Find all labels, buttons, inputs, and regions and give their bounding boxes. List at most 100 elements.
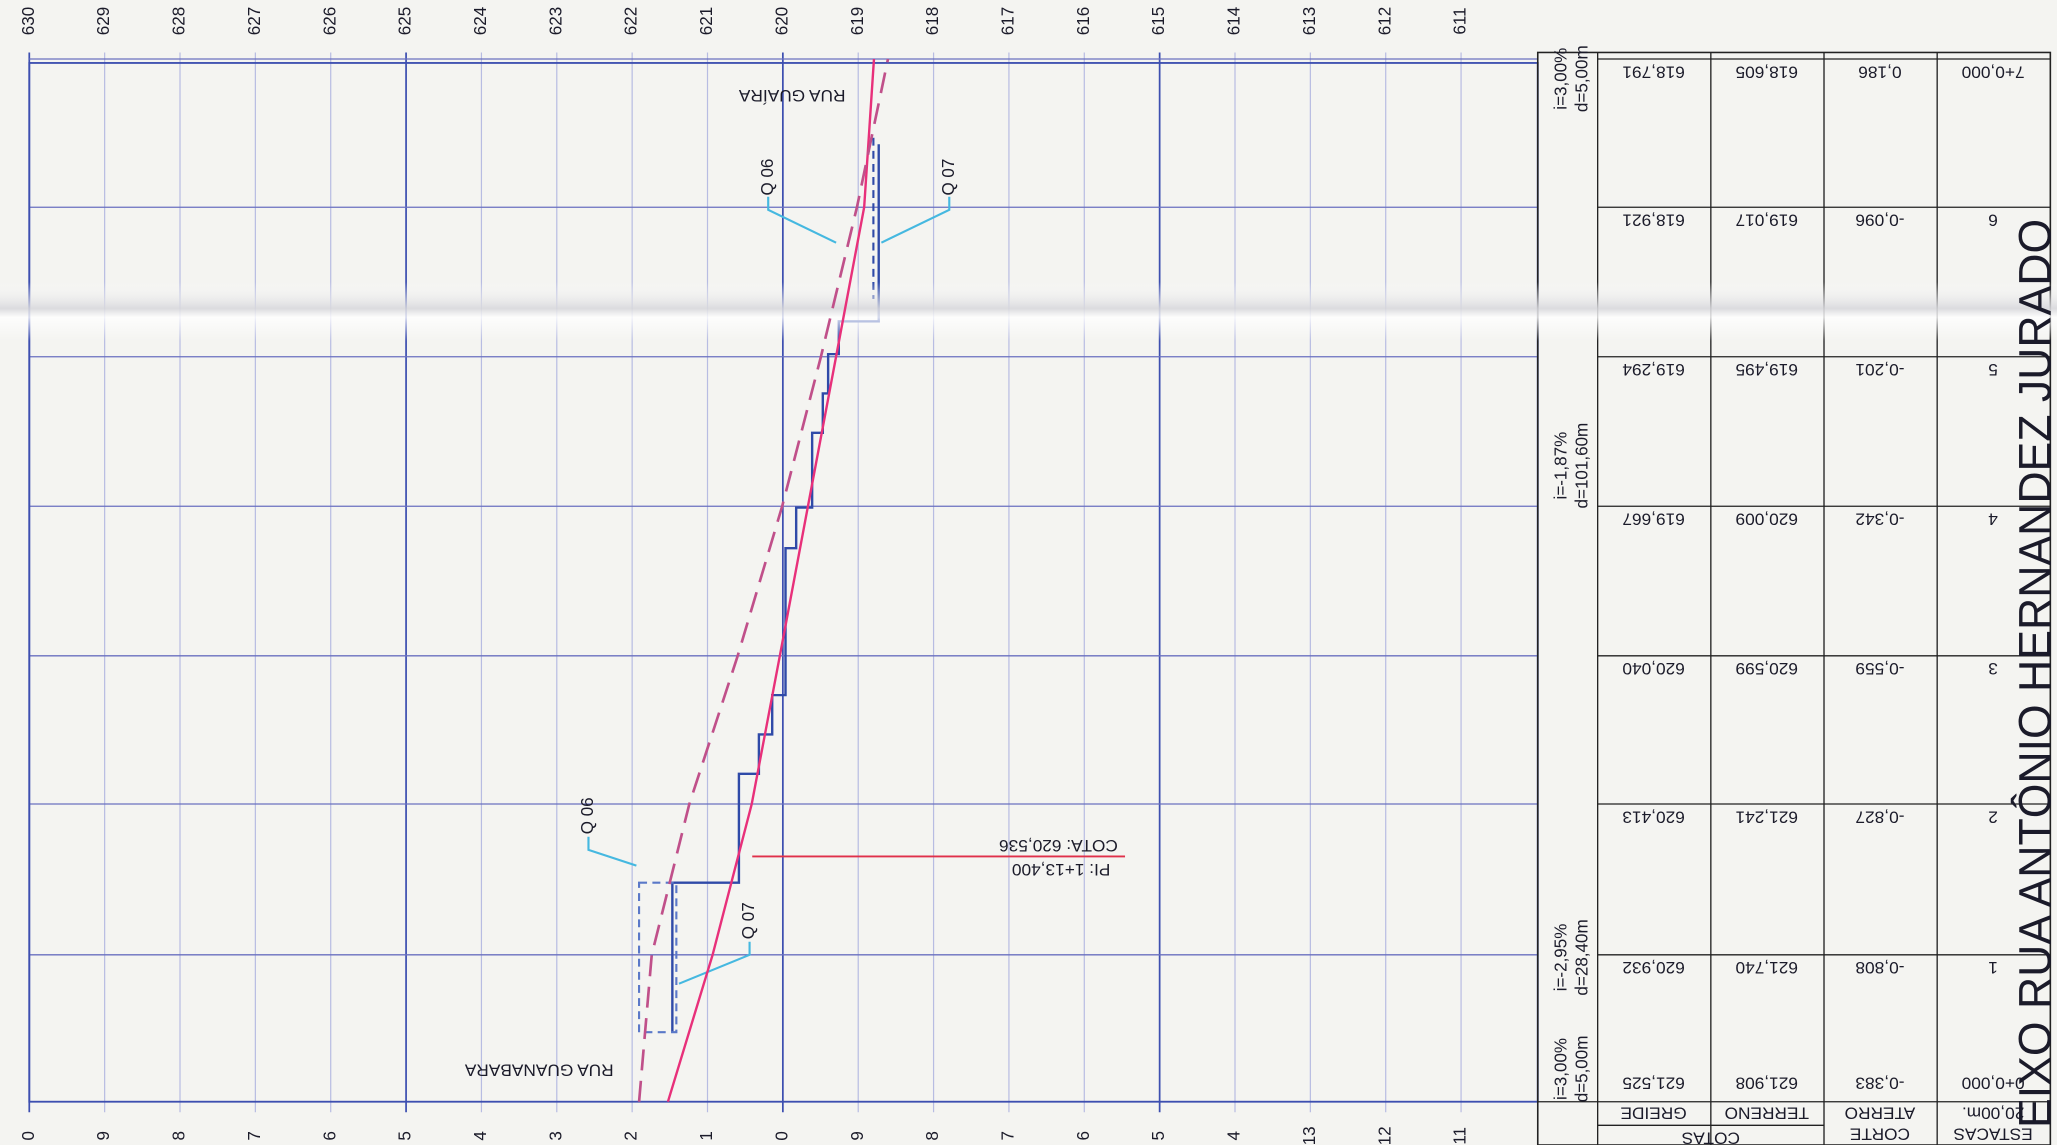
- table-cell: 620,413: [1622, 807, 1684, 827]
- header-label: TERRENO: [1724, 1104, 1809, 1124]
- street-label: RUA GUAÍRA: [738, 86, 845, 106]
- elevation-label: 622: [621, 7, 641, 35]
- elevation-label: 629: [93, 7, 113, 35]
- table-cell: 6: [1988, 211, 1998, 231]
- elevation-label: 625: [395, 7, 415, 35]
- header-label: ESTACAS: [1953, 1125, 2032, 1145]
- elevation-label: 613: [1299, 7, 1319, 35]
- table-cell: 619,667: [1622, 510, 1684, 530]
- header-label: GREIDE: [1620, 1104, 1686, 1124]
- slope-label: i=-1,87%: [1550, 432, 1570, 500]
- table-cell: 619,017: [1736, 211, 1798, 231]
- elevation-label: 3: [545, 1131, 565, 1140]
- table-cell: 1: [1988, 958, 1998, 978]
- marker-label: Q 06: [577, 797, 597, 834]
- table-cell: -0,096: [1855, 211, 1904, 231]
- table-cell: 618,605: [1736, 62, 1798, 82]
- table-cell: 620,599: [1736, 659, 1798, 679]
- slope-label: i=3,00%: [1550, 1038, 1570, 1100]
- slope-length: d=5,00m: [1571, 45, 1591, 112]
- table-cell: 621,241: [1736, 807, 1798, 827]
- header-label: COTAS: [1682, 1129, 1740, 1145]
- elevation-label: 626: [319, 7, 339, 35]
- leader: [678, 941, 751, 985]
- elevation-label: 6: [319, 1131, 339, 1140]
- elevation-label: 7: [997, 1131, 1017, 1140]
- elevation-label: 618: [922, 7, 942, 35]
- leader: [587, 836, 637, 867]
- elevation-label: 612: [1374, 7, 1394, 35]
- elevation-label: 620: [771, 7, 791, 35]
- table-cell: 618,921: [1622, 211, 1684, 231]
- table-cell: -0,383: [1855, 1074, 1904, 1094]
- elevation-label: 13: [1299, 1126, 1319, 1145]
- table-cell: 621,525: [1622, 1074, 1684, 1094]
- table-cell: 0,186: [1858, 62, 1901, 82]
- elevation-label: 9: [847, 1131, 867, 1140]
- table-cell: 620,932: [1622, 958, 1684, 978]
- elevation-label: 12: [1374, 1126, 1394, 1145]
- table-cell: 619,294: [1622, 360, 1685, 380]
- header-label: ATERRO: [1845, 1104, 1916, 1124]
- drawing-title: EIXO RUA ANTÔNIO HERNANDEZ JURADO: [2009, 219, 2057, 1128]
- elevation-label: 628: [168, 7, 188, 35]
- table-cell: 4: [1988, 510, 1998, 530]
- table-cell: 0+0,000: [1962, 1074, 2025, 1094]
- table-cell: 619,495: [1736, 360, 1798, 380]
- slope-length: d=5,00m: [1571, 1036, 1591, 1103]
- elevation-label: 8: [922, 1131, 942, 1140]
- dashed-box: [638, 881, 678, 1034]
- elevation-label: 7: [244, 1131, 264, 1140]
- table-cell: 620,040: [1622, 659, 1684, 679]
- greide-line: [666, 58, 876, 1103]
- header-label: 20,00m.: [1962, 1104, 2024, 1124]
- elevation-label: 8: [168, 1131, 188, 1140]
- elevation-label: 2: [621, 1131, 641, 1140]
- elevation-label: 623: [545, 7, 565, 35]
- table-cell: -0,201: [1855, 360, 1904, 380]
- table-cell: 3: [1988, 659, 1998, 679]
- elevation-label: 4: [1223, 1131, 1243, 1141]
- elevation-label: 11: [1450, 1127, 1470, 1145]
- elevation-label: 9: [93, 1131, 113, 1140]
- elevation-label: 0: [771, 1131, 791, 1140]
- table-cell: 2: [1988, 807, 1998, 827]
- elevation-label: 630: [18, 7, 38, 35]
- elevation-label: 614: [1223, 6, 1243, 35]
- slope-length: d=28,40m: [1571, 919, 1591, 995]
- elevation-label: 619: [847, 7, 867, 35]
- grid: [28, 52, 2051, 1113]
- elevation-label: 624: [470, 6, 490, 35]
- elevation-label: 616: [1073, 7, 1093, 35]
- table-cell: -0,808: [1855, 958, 1904, 978]
- header-label: CORTE: [1850, 1125, 1910, 1145]
- marker-label: Q 07: [938, 159, 958, 196]
- elevation-label: 0: [18, 1131, 38, 1140]
- marker-label: Q 07: [738, 902, 758, 939]
- elevation-label: 627: [244, 7, 264, 35]
- paper-fold: [0, 281, 2057, 342]
- table-cell: 621,740: [1736, 958, 1798, 978]
- cota-label: COTA: 620,536: [999, 836, 1118, 856]
- table-cell: 620,009: [1736, 510, 1798, 530]
- elevation-label: 617: [997, 7, 1017, 35]
- street-label: RUA GUANABARA: [464, 1060, 613, 1080]
- table-cell: -0,827: [1855, 807, 1904, 827]
- slope-length: d=101,60m: [1571, 423, 1591, 509]
- table-cell: 618,791: [1622, 62, 1684, 82]
- elevation-label: 6: [1073, 1131, 1093, 1140]
- table-cell: 621,908: [1736, 1074, 1798, 1094]
- table-cell: 7+0,000: [1962, 62, 2025, 82]
- leaders: [587, 196, 951, 985]
- pi-label: PI: 1+13,400: [1012, 860, 1111, 880]
- table-frame: [1536, 51, 2052, 1145]
- elevation-label: 621: [696, 7, 716, 35]
- leader: [880, 196, 951, 244]
- table-cell: 5: [1988, 360, 1998, 380]
- table-cell: -0,342: [1855, 510, 1904, 530]
- elevation-label: 5: [395, 1131, 415, 1140]
- slope-label: i=-2,95%: [1550, 924, 1570, 992]
- step-line: [671, 144, 880, 1033]
